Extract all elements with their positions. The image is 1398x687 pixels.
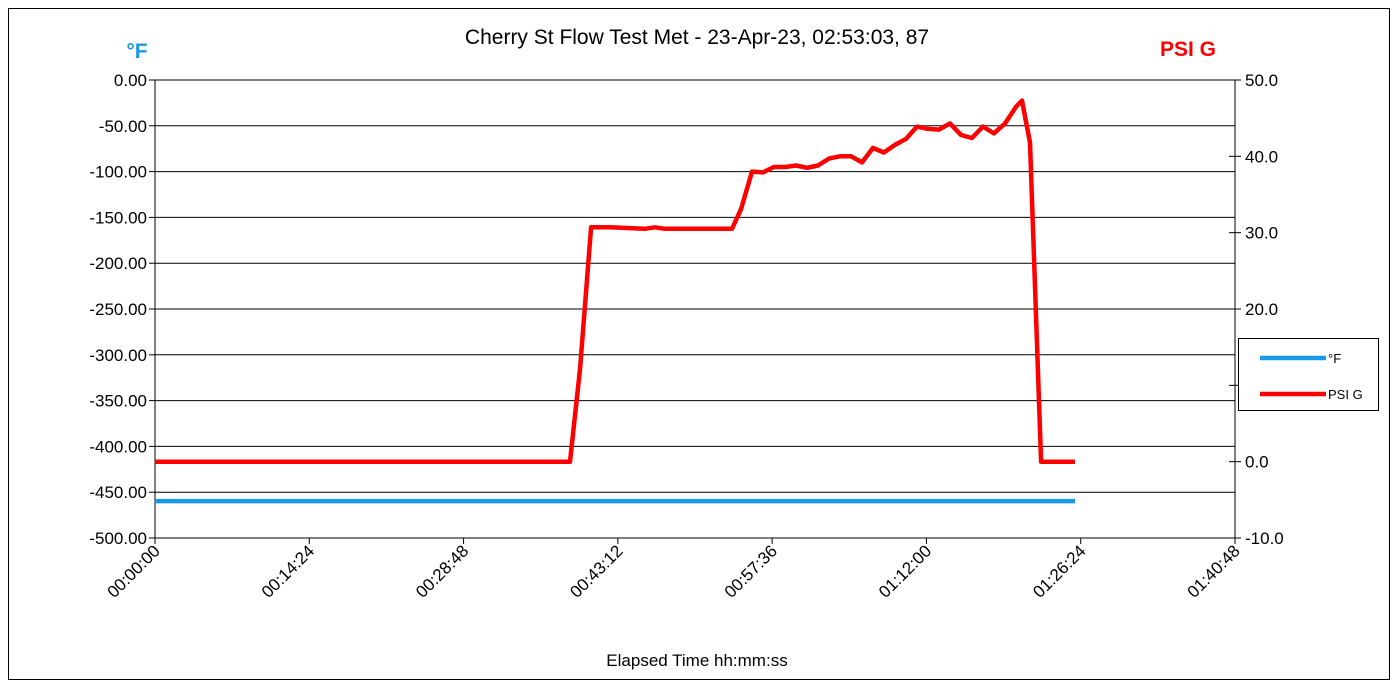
y-tick-label: -50.00	[99, 117, 147, 136]
y-tick-label: -200.00	[89, 254, 147, 273]
y2-tick-label: 50.0	[1245, 71, 1278, 90]
y2-tick-label: 20.0	[1245, 300, 1278, 319]
chart-border	[8, 8, 1390, 680]
data-line	[155, 98, 1075, 464]
y-tick-label: -150.00	[89, 208, 147, 227]
legend-box	[1238, 338, 1379, 411]
y-tick-label: 0.00	[114, 71, 147, 90]
x-axis-label: Elapsed Time hh:mm:ss	[606, 651, 787, 670]
y2-tick-label: 40.0	[1245, 147, 1278, 166]
y-tick-label: -400.00	[89, 437, 147, 456]
y-tick-label: -250.00	[89, 300, 147, 319]
y-tick-label: -450.00	[89, 483, 147, 502]
legend-label: °F	[1328, 351, 1341, 366]
y2-tick-label: 30.0	[1245, 224, 1278, 243]
y-tick-label: -100.00	[89, 163, 147, 182]
y-tick-label: -500.00	[89, 529, 147, 548]
legend-label: PSI G	[1328, 387, 1363, 402]
y-tick-label: -300.00	[89, 346, 147, 365]
y2-axis-label: PSI G	[1160, 38, 1216, 61]
y-tick-label: -350.00	[89, 392, 147, 411]
y2-tick-label: -10.0	[1245, 529, 1284, 548]
y2-tick-label: 0.0	[1245, 453, 1269, 472]
y-axis-label: °F	[126, 40, 147, 63]
chart-title: Cherry St Flow Test Met - 23-Apr-23, 02:…	[465, 26, 929, 49]
